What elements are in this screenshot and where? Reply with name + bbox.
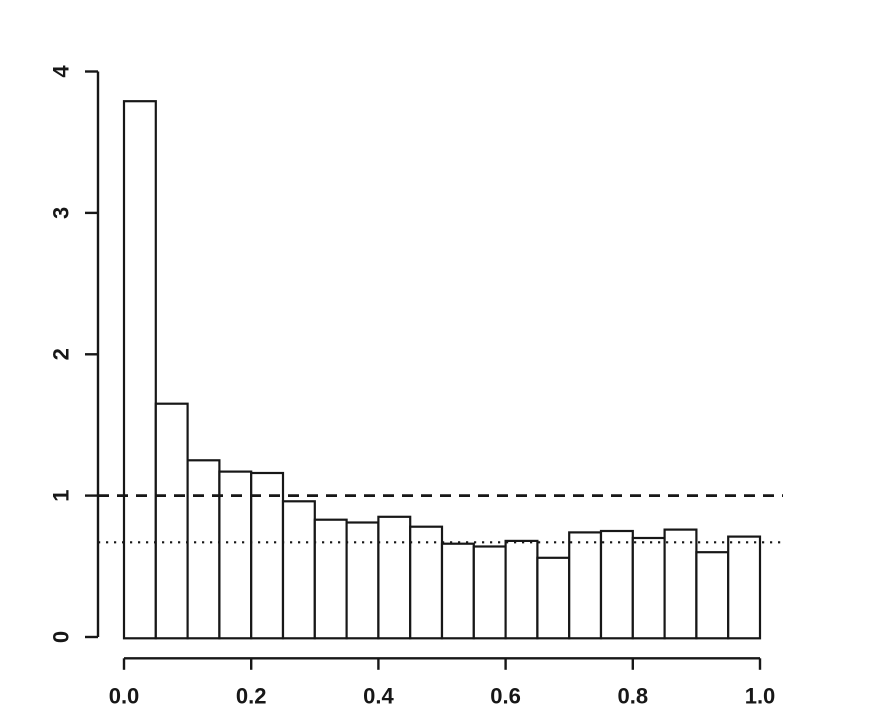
x-tick-label: 0.6 [490,684,521,709]
x-tick-label: 1.0 [745,684,776,709]
histogram-bar [599,529,634,640]
histogram-bar [409,525,444,640]
histogram-bar [504,539,539,640]
x-tick-label: 0.0 [109,684,140,709]
histogram-bar [186,459,221,640]
x-tick-label: 0.2 [236,684,267,709]
y-tick-label: 3 [49,207,74,219]
x-tick-label: 0.4 [363,684,394,709]
histogram-bar [472,545,507,640]
histogram-bar [250,471,285,640]
histogram-bar [663,528,698,640]
histogram-bar [154,402,189,640]
histogram-bar [122,100,157,640]
histogram-bar [568,531,603,640]
y-tick-label: 0 [49,631,74,643]
histogram-bar [345,521,380,640]
histogram-bar [377,515,412,640]
histogram-bar [536,556,571,640]
histogram-bar [631,536,666,640]
histogram-bar [218,470,253,640]
y-tick-label: 2 [49,348,74,360]
x-tick-label: 0.8 [618,684,649,709]
y-tick-label: 1 [49,489,74,501]
histogram-bar [695,551,730,640]
y-tick-label: 4 [49,65,74,78]
histogram-bar [727,535,762,640]
histogram-bar [440,542,475,640]
histogram-bar [281,500,316,640]
histogram-bar [313,518,348,640]
